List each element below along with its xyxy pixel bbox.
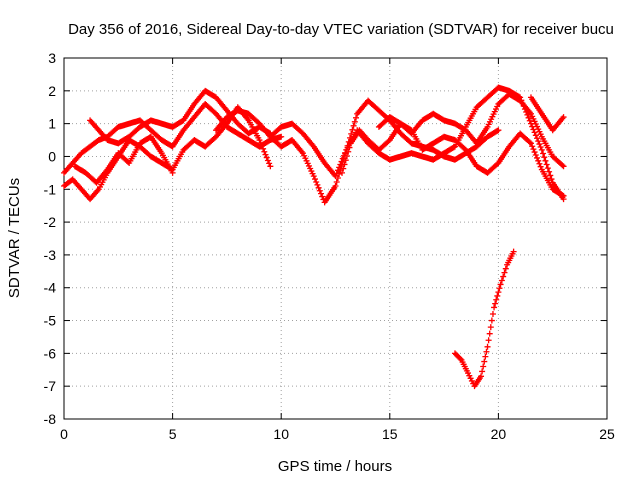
data-series [61, 84, 567, 390]
y-tick-label: -6 [44, 345, 57, 361]
x-tick-label: 0 [60, 426, 68, 442]
data-point-markers [339, 120, 567, 199]
data-point-markers [451, 248, 517, 390]
x-tick-label: 10 [273, 426, 289, 442]
series-arc-9 [527, 94, 567, 134]
data-point-markers [71, 133, 176, 186]
data-point-markers [527, 94, 567, 134]
series-arc-6 [267, 84, 567, 203]
x-tick-label: 5 [169, 426, 177, 442]
y-axis-title: SDTVAR / TECUs [6, 178, 23, 298]
data-point-markers [267, 84, 567, 203]
y-tick-label: -2 [44, 214, 57, 230]
y-tick-label: -4 [44, 280, 57, 296]
y-axis: -8 -7 -6 -5 -4 -3 -2 -1 0 1 2 3 [44, 50, 607, 427]
y-tick-label: -1 [44, 181, 57, 197]
series-arc-10 [451, 248, 517, 390]
y-tick-label: 3 [48, 50, 56, 66]
x-axis-title: GPS time / hours [278, 458, 392, 475]
chart-title: Day 356 of 2016, Sidereal Day-to-day VTE… [68, 21, 614, 38]
series-arc-7 [339, 120, 567, 199]
x-axis: 0 5 10 15 20 25 [60, 58, 615, 442]
data-point-markers [375, 91, 567, 170]
y-tick-label: 2 [48, 83, 56, 99]
data-point-markers [61, 100, 285, 176]
plot-frame [63, 57, 608, 420]
y-tick-label: -3 [44, 247, 57, 263]
series-arc-8 [375, 91, 567, 170]
y-tick-label: 1 [48, 116, 56, 132]
x-tick-label: 25 [599, 426, 615, 442]
series-arc-1 [61, 100, 285, 176]
series-arc-4 [71, 133, 176, 186]
y-tick-label: -8 [44, 411, 57, 427]
x-tick-label: 20 [491, 426, 507, 442]
y-tick-label: -5 [44, 313, 57, 329]
y-tick-label: 0 [48, 148, 56, 164]
y-tick-label: -7 [44, 378, 57, 394]
x-tick-label: 15 [382, 426, 398, 442]
